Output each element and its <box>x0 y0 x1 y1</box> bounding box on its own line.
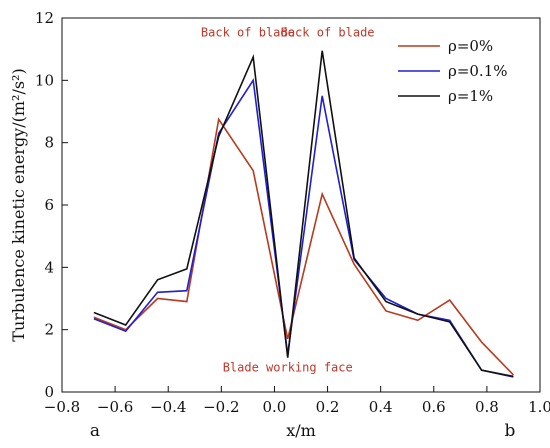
y-tick-label: 2 <box>44 321 54 339</box>
y-tick-label: 0 <box>44 383 54 401</box>
series-layer <box>93 50 514 378</box>
x-tick-label: 1.0 <box>528 398 550 416</box>
y-tick-label: 12 <box>35 9 54 27</box>
legend-label: ρ=0% <box>448 37 493 55</box>
legend-label: ρ=0.1% <box>448 62 508 80</box>
x-tick-label: −0.6 <box>97 398 133 416</box>
axis-ticks: −0.8 −0.6 −0.4 −0.2 0.0 0.2 0.4 0.6 0.8 1.0 0 2 4 6 8 1… <box>35 9 550 416</box>
annotation-label: Back of blade <box>201 26 295 40</box>
y-tick-label: 4 <box>44 258 54 276</box>
x-axis-label: x/m <box>286 421 316 440</box>
y-tick-label: 6 <box>44 196 54 214</box>
series-line <box>93 78 514 378</box>
x-tick-label: 0.8 <box>475 398 499 416</box>
annotation-label: Back of blade <box>281 26 375 40</box>
y-axis-label: Turbulence kinetic energy/(m²/s²) <box>9 68 28 341</box>
legend-label: ρ=1% <box>448 87 493 105</box>
y-tick-label: 10 <box>35 71 54 89</box>
x-tick-label: 0.4 <box>369 398 393 416</box>
y-tick-label: 8 <box>44 134 54 152</box>
series-line <box>93 50 514 378</box>
series-line <box>93 117 514 376</box>
x-tick-label: −0.8 <box>44 398 80 416</box>
corner-label-a: a <box>90 421 100 441</box>
legend: ρ=0% ρ=0.1% ρ=1% <box>398 37 508 105</box>
corner-label-b: b <box>505 421 516 441</box>
x-tick-label: 0.6 <box>422 398 446 416</box>
x-tick-label: 0.2 <box>316 398 340 416</box>
x-tick-label: −0.4 <box>150 398 186 416</box>
annotation-label: Blade working face <box>223 361 353 375</box>
x-tick-label: 0.0 <box>263 398 287 416</box>
x-tick-label: −0.2 <box>203 398 239 416</box>
